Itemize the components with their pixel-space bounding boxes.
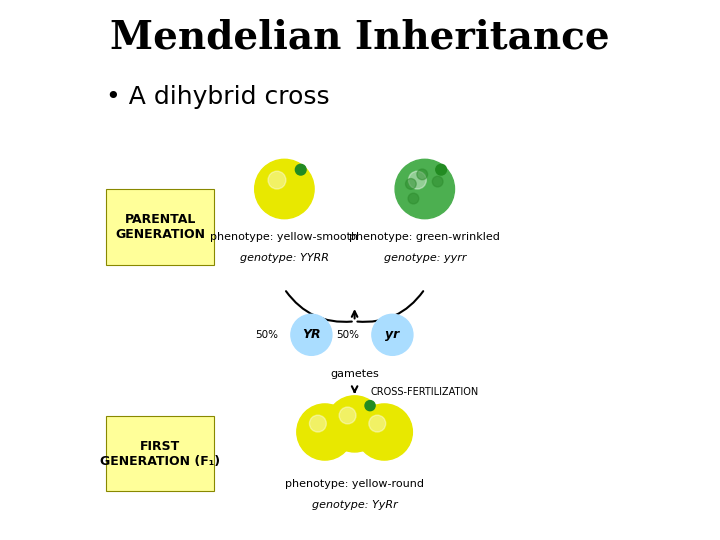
Text: genotype: yyrr: genotype: yyrr: [384, 253, 466, 263]
Text: PARENTAL
GENERATION: PARENTAL GENERATION: [115, 213, 205, 241]
Circle shape: [408, 171, 426, 189]
Circle shape: [365, 401, 375, 411]
FancyBboxPatch shape: [107, 416, 215, 491]
Text: phenotype: yellow-round: phenotype: yellow-round: [285, 479, 424, 489]
Circle shape: [372, 314, 413, 355]
Circle shape: [339, 407, 356, 424]
Circle shape: [369, 415, 386, 432]
Text: yr: yr: [385, 328, 400, 341]
Text: genotype: YYRR: genotype: YYRR: [240, 253, 329, 263]
Circle shape: [310, 415, 326, 432]
Text: genotype: YyRr: genotype: YyRr: [312, 500, 397, 510]
Text: YR: YR: [302, 328, 320, 341]
Circle shape: [291, 314, 332, 355]
Circle shape: [405, 179, 416, 189]
Circle shape: [297, 404, 353, 460]
Text: 50%: 50%: [255, 330, 278, 340]
Circle shape: [268, 171, 286, 189]
Circle shape: [395, 159, 454, 219]
Circle shape: [356, 404, 413, 460]
Text: • A dihybrid cross: • A dihybrid cross: [107, 85, 330, 109]
Circle shape: [327, 396, 383, 452]
Circle shape: [255, 159, 314, 219]
Circle shape: [408, 193, 419, 204]
Text: gametes: gametes: [330, 369, 379, 379]
Circle shape: [436, 164, 446, 175]
FancyBboxPatch shape: [107, 189, 215, 265]
Circle shape: [295, 164, 306, 175]
Circle shape: [417, 169, 428, 180]
Text: CROSS-FERTILIZATION: CROSS-FERTILIZATION: [371, 387, 479, 397]
Text: phenotype: green-wrinkled: phenotype: green-wrinkled: [349, 232, 500, 242]
Circle shape: [432, 176, 443, 187]
Text: Mendelian Inheritance: Mendelian Inheritance: [110, 19, 610, 57]
Text: phenotype: yellow-smooth: phenotype: yellow-smooth: [210, 232, 359, 242]
Text: FIRST
GENERATION (F₁): FIRST GENERATION (F₁): [100, 440, 220, 468]
Text: 50%: 50%: [336, 330, 359, 340]
